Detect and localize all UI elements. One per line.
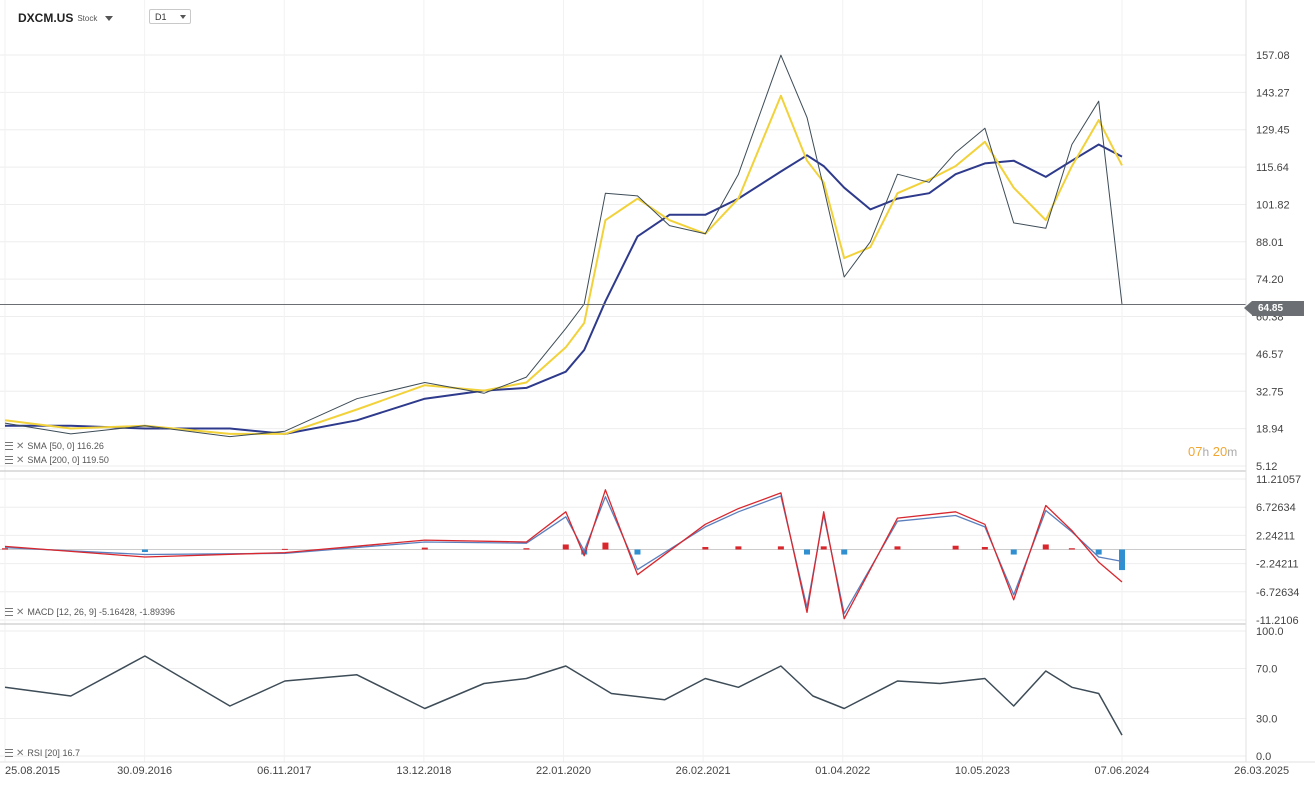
rsi-label: RSI [27, 748, 43, 758]
price-y-tick-label: 46.57 [1256, 349, 1284, 361]
sma50-line [4, 94, 1123, 435]
rsi-y-tick-label: 100.0 [1256, 626, 1284, 638]
price-y-tick-label: 115.64 [1256, 162, 1289, 174]
macd-histogram-bar [735, 546, 742, 550]
close-icon[interactable]: ✕ [16, 606, 25, 618]
rsi-y-tick-label: 0.0 [1256, 751, 1271, 763]
macd-params: [12, 26, 9] [56, 607, 97, 617]
macd-histogram-bar [803, 549, 810, 555]
legend-macd[interactable]: ✕ MACD [12, 26, 9] -5.16428, -1.89396 [5, 606, 175, 618]
countdown-minutes: 20 [1212, 444, 1228, 459]
indicator-settings-icon[interactable] [5, 608, 13, 616]
sma200-label: SMA [27, 455, 47, 465]
macd-histogram-bar [562, 544, 569, 550]
x-tick-label: 22.01.2020 [536, 765, 591, 777]
rsi-line [4, 655, 1123, 736]
timeframe-select[interactable]: D1 [149, 9, 191, 24]
rsi-y-tick-label: 70.0 [1256, 664, 1277, 676]
last-price-tag: 64.85 [1244, 301, 1304, 316]
price-y-tick-label: 32.75 [1256, 386, 1284, 398]
x-tick-label: 13.12.2018 [396, 765, 451, 777]
x-tick-label: 01.04.2022 [815, 765, 870, 777]
symbol-dropdown-icon[interactable] [105, 15, 114, 21]
macd-histogram-bar [981, 546, 988, 550]
sma50-value: 116.26 [76, 441, 104, 451]
macd-y-tick-label: -11.2106 [1256, 615, 1299, 627]
countdown-hours-unit: h [1202, 445, 1210, 459]
macd-histogram-bar [1068, 548, 1075, 550]
macd-histogram-bar [702, 546, 709, 550]
symbol-name: DXCM.US [18, 11, 74, 25]
macd-line [4, 489, 1123, 620]
macd-histogram-bar [820, 546, 827, 550]
macd-histogram-bar [523, 548, 530, 550]
legend-sma200[interactable]: ✕ SMA [200, 0] 119.50 [5, 454, 109, 466]
sma200-params: [200, 0] [49, 455, 80, 465]
x-tick-label: 30.09.2016 [117, 765, 172, 777]
macd-y-tick-label: -6.72634 [1256, 587, 1299, 599]
price-y-tick-label: 129.45 [1256, 125, 1290, 137]
candle-countdown: 07h 20m [1188, 444, 1237, 459]
macd-histogram-bar [2, 548, 8, 550]
close-icon[interactable]: ✕ [16, 747, 25, 759]
price-y-tick-label: 74.20 [1256, 274, 1284, 286]
macd-histogram-bar [1042, 544, 1049, 550]
macd-y-tick-label: -2.24211 [1256, 559, 1299, 571]
macd-y-tick-label: 6.72634 [1256, 502, 1296, 514]
price-y-tick-label: 157.08 [1256, 50, 1290, 62]
x-tick-label: 26.03.2025 [1234, 765, 1289, 777]
macd-histogram-bar [421, 547, 428, 550]
chevron-down-icon [180, 15, 186, 19]
sma200-value: 119.50 [81, 455, 109, 465]
price-y-tick-label: 88.01 [1256, 237, 1284, 249]
macd-histogram-bar [952, 545, 959, 550]
sma200-line [5, 143, 1123, 435]
x-tick-label: 26.02.2021 [676, 765, 731, 777]
macd-histogram-bar [581, 549, 588, 555]
price-y-tick-label: 18.94 [1256, 424, 1284, 436]
close-icon[interactable]: ✕ [16, 440, 25, 452]
instrument-type: Stock [77, 13, 98, 23]
macd-histogram-bar [1119, 549, 1125, 571]
macd-histogram-bar [1095, 549, 1102, 555]
macd-histogram-bar [634, 549, 641, 555]
price-y-tick-label: 101.82 [1256, 199, 1290, 211]
symbol-header[interactable]: DXCM.US Stock [18, 8, 114, 28]
indicator-settings-icon[interactable] [5, 456, 13, 464]
macd-label: MACD [27, 607, 54, 617]
indicator-settings-icon[interactable] [5, 442, 13, 450]
price-y-tick-label: 143.27 [1256, 87, 1290, 99]
x-tick-label: 07.06.2024 [1094, 765, 1149, 777]
macd-histogram-bar [1010, 549, 1017, 555]
macd-value: -5.16428, -1.89396 [98, 607, 176, 617]
rsi-params: [20] [44, 748, 60, 758]
legend-sma50[interactable]: ✕ SMA [50, 0] 116.26 [5, 440, 104, 452]
countdown-minutes-unit: m [1227, 445, 1238, 459]
macd-histogram-bar [777, 546, 784, 550]
timeframe-value: D1 [155, 12, 167, 22]
macd-histogram-bar [894, 546, 901, 550]
macd-histogram-bar [281, 548, 288, 550]
rsi-y-tick-label: 30.0 [1256, 714, 1277, 726]
close-icon[interactable]: ✕ [16, 454, 25, 466]
macd-histogram-bar [141, 549, 148, 553]
legend-rsi[interactable]: ✕ RSI [20] 16.7 [5, 747, 80, 759]
price-line [4, 54, 1123, 438]
x-tick-label: 25.08.2015 [5, 765, 60, 777]
macd-histogram-bar [841, 549, 848, 555]
rsi-value: 16.7 [62, 748, 80, 758]
macd-y-tick-label: 2.24211 [1256, 530, 1295, 542]
x-tick-label: 06.11.2017 [257, 765, 311, 777]
sma50-label: SMA [27, 441, 47, 451]
countdown-hours: 07 [1188, 444, 1203, 459]
sma50-params: [50, 0] [49, 441, 75, 451]
price-y-tick-label: 5.12 [1256, 461, 1277, 473]
macd-histogram-bar [602, 542, 609, 550]
macd-y-tick-label: 11.21057 [1256, 474, 1301, 486]
indicator-settings-icon[interactable] [5, 749, 13, 757]
x-tick-label: 10.05.2023 [955, 765, 1010, 777]
